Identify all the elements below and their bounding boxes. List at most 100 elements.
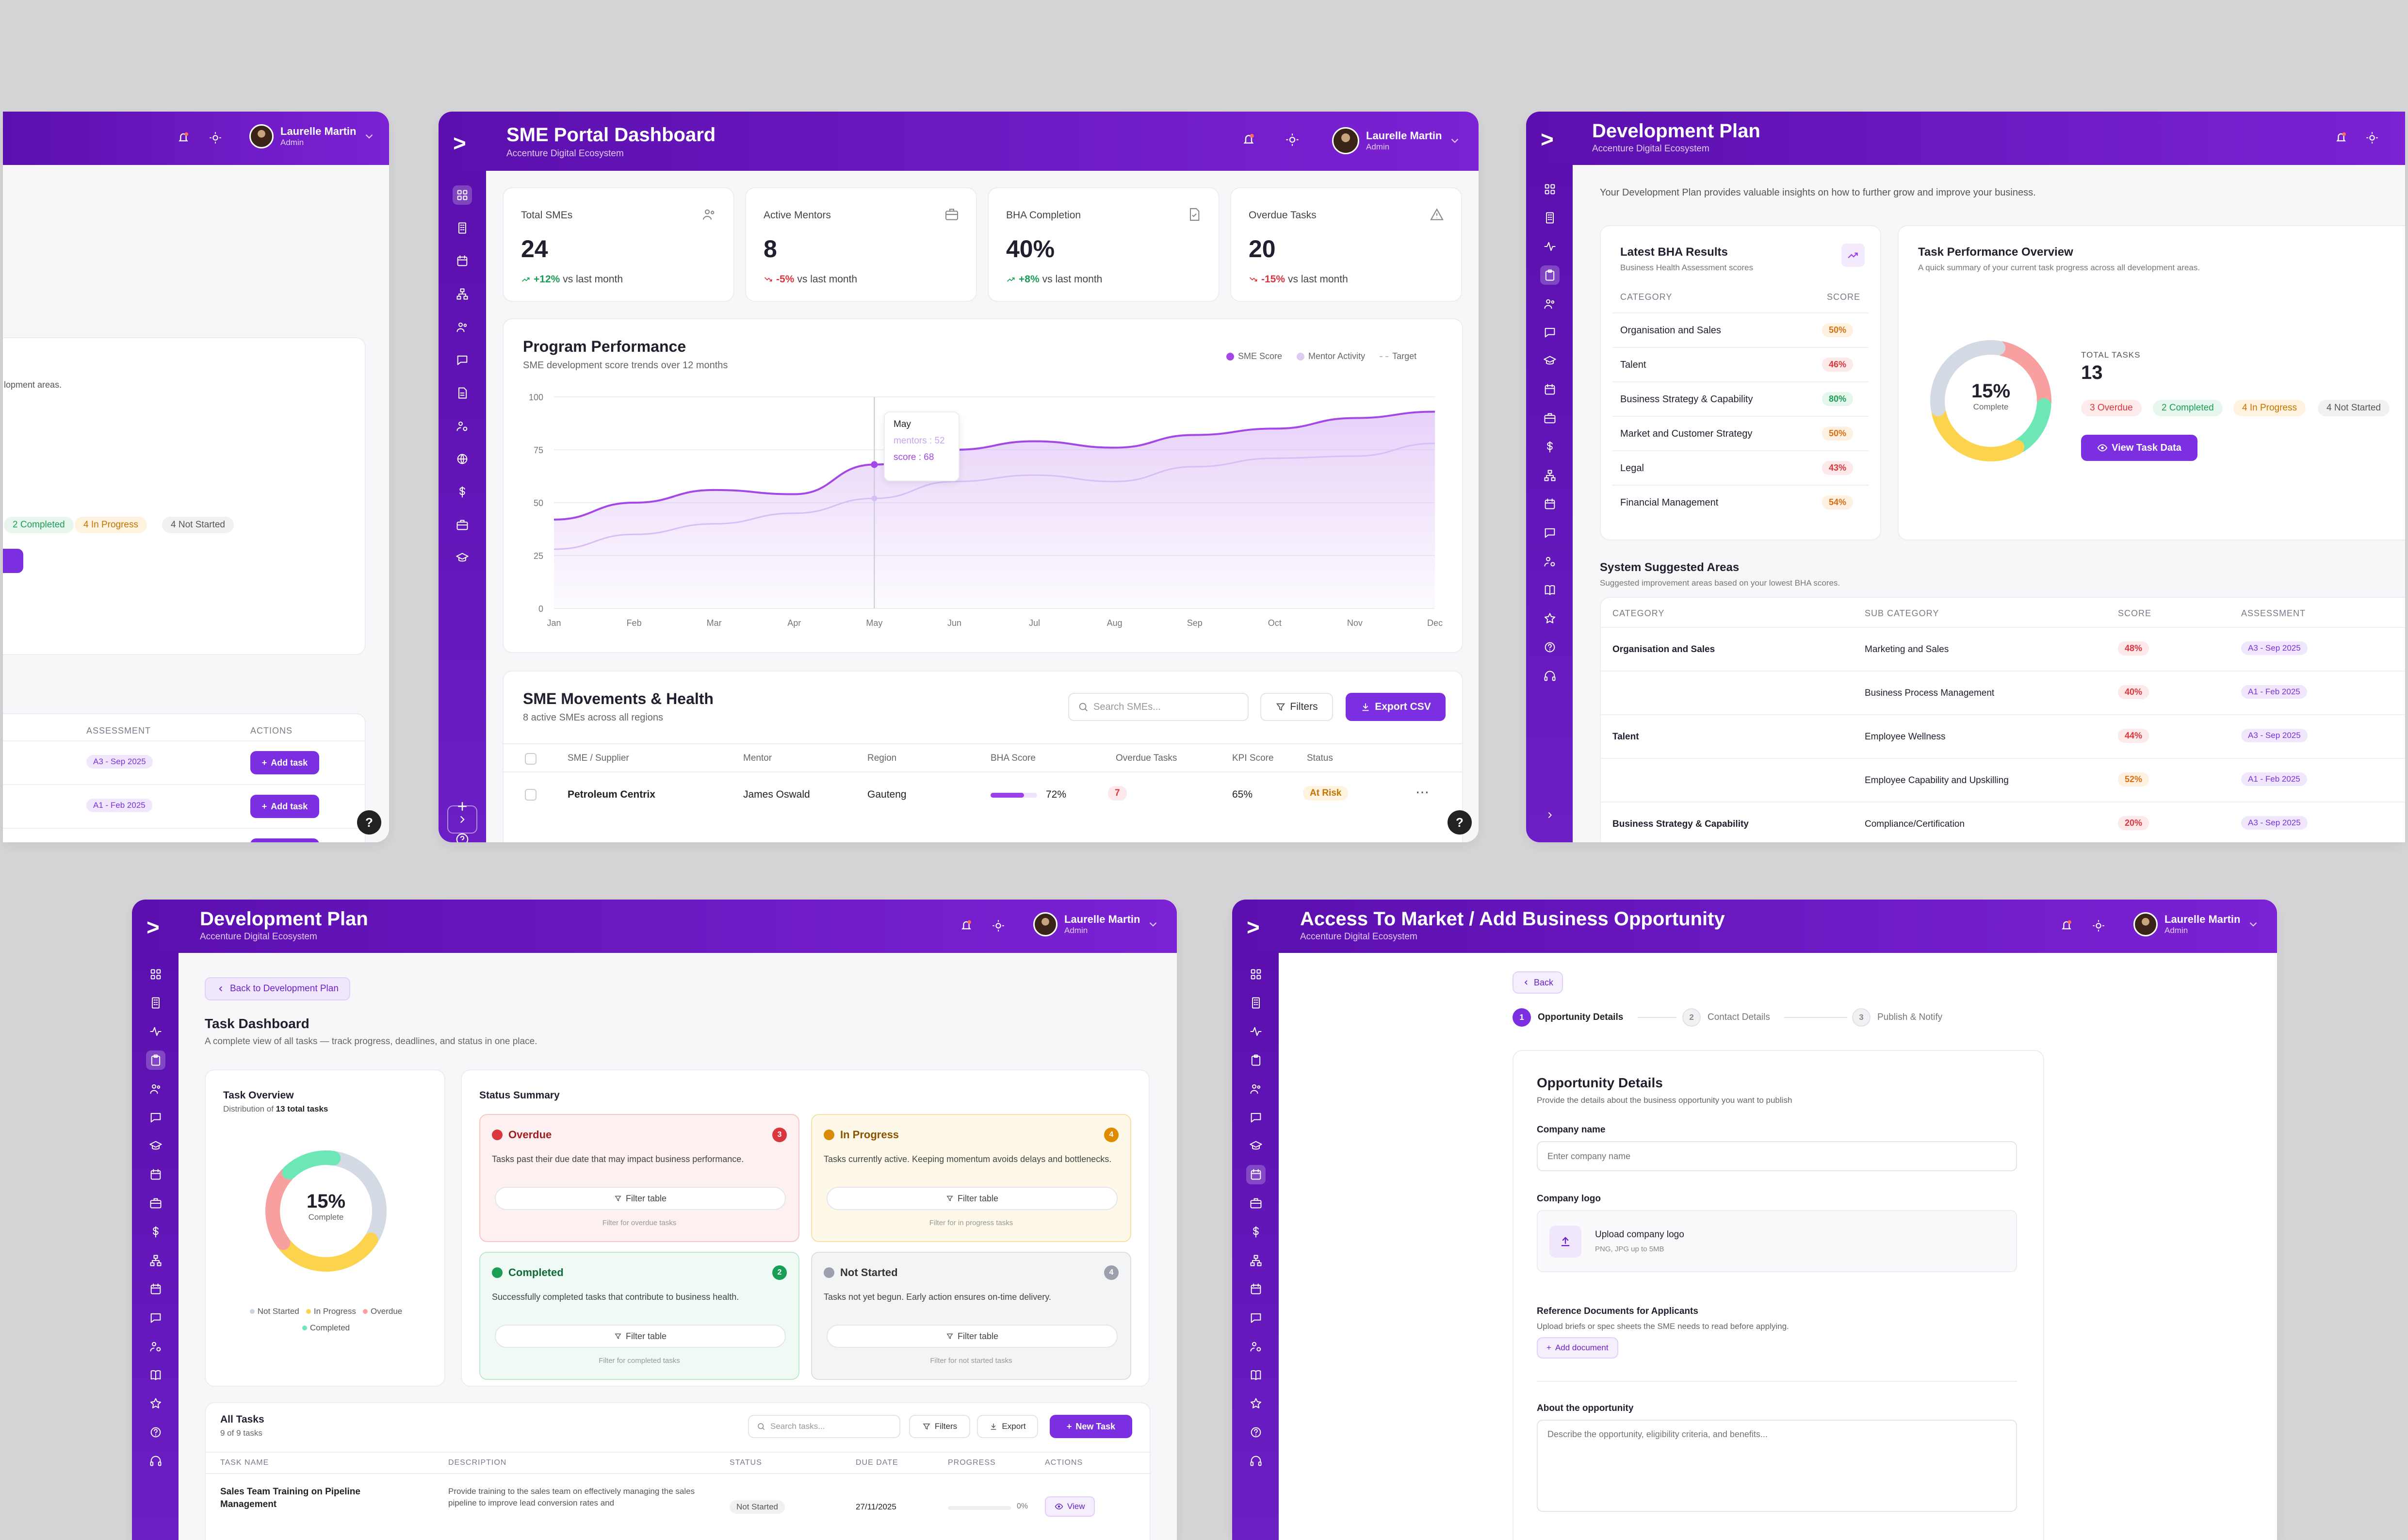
table-row[interactable]: Sales Team Training on Pipeline Manageme… xyxy=(206,1475,1150,1528)
sidebar-star-icon[interactable] xyxy=(1540,609,1560,628)
sidebar-document-icon[interactable] xyxy=(453,383,472,403)
sidebar-users-icon[interactable] xyxy=(453,317,472,337)
sidebar-dollar-icon[interactable] xyxy=(453,482,472,502)
sidebar-dashboard-icon[interactable] xyxy=(1540,180,1560,199)
sidebar-calendar-icon[interactable] xyxy=(1540,494,1560,514)
sidebar-star-icon[interactable] xyxy=(1246,1394,1266,1413)
sidebar-graduation-icon[interactable] xyxy=(1540,351,1560,371)
sidebar-building-icon[interactable] xyxy=(453,218,472,238)
about-opportunity-textarea[interactable] xyxy=(1537,1420,2017,1512)
add-task-button[interactable]: +Add task xyxy=(250,838,319,842)
filter-table-button[interactable]: Filter table xyxy=(827,1187,1118,1210)
sidebar-org-chart-icon[interactable] xyxy=(453,284,472,304)
user-menu[interactable]: Laurelle Martin Admin xyxy=(2133,912,2260,936)
sidebar-briefcase-icon[interactable] xyxy=(1246,1194,1266,1213)
filter-table-button[interactable]: Filter table xyxy=(495,1187,786,1210)
sidebar-org-chart-icon[interactable] xyxy=(146,1251,165,1270)
row-checkbox[interactable] xyxy=(525,789,537,801)
sidebar-help-icon[interactable] xyxy=(1246,1423,1266,1442)
sidebar-calendar-icon[interactable] xyxy=(146,1165,165,1184)
sidebar-headset-icon[interactable] xyxy=(146,1451,165,1471)
sidebar-clipboard-icon[interactable] xyxy=(1246,1050,1266,1070)
step-3[interactable]: 3 Publish & Notify xyxy=(1852,1008,1942,1027)
theme-toggle-icon[interactable] xyxy=(2089,916,2108,935)
sidebar-graduation-icon[interactable] xyxy=(146,1136,165,1156)
sidebar-globe-icon[interactable] xyxy=(453,449,472,469)
user-menu[interactable]: Laurelle Martin Admin xyxy=(1033,912,1159,936)
sidebar-dollar-icon[interactable] xyxy=(1540,437,1560,457)
theme-toggle-icon[interactable] xyxy=(2362,128,2382,147)
add-document-button[interactable]: + Add document xyxy=(1537,1337,1618,1359)
sidebar-graduation-icon[interactable] xyxy=(453,548,472,568)
sidebar-graduation-icon[interactable] xyxy=(1246,1136,1266,1156)
help-circle-icon[interactable] xyxy=(453,830,472,842)
view-task-data-button[interactable]: View Task Data xyxy=(2081,435,2197,461)
search-input[interactable]: Search tasks... xyxy=(748,1415,900,1438)
sidebar-chat-icon[interactable] xyxy=(1246,1108,1266,1127)
sidebar-org-chart-icon[interactable] xyxy=(1246,1251,1266,1270)
sidebar-headset-icon[interactable] xyxy=(1540,666,1560,686)
back-button[interactable]: Back xyxy=(1513,971,1563,994)
notification-bell-icon[interactable] xyxy=(2057,916,2076,935)
sidebar-building-icon[interactable] xyxy=(146,993,165,1013)
trend-icon[interactable] xyxy=(1841,244,1865,267)
sidebar-user-settings-icon[interactable] xyxy=(453,416,472,436)
sidebar-briefcase-icon[interactable] xyxy=(1540,409,1560,428)
sidebar-building-icon[interactable] xyxy=(1540,208,1560,228)
sidebar-clipboard-icon[interactable] xyxy=(1540,265,1560,285)
sidebar-calendar-icon[interactable] xyxy=(1246,1165,1266,1184)
sidebar-briefcase-icon[interactable] xyxy=(453,515,472,535)
user-menu[interactable]: Laurelle Martin Admin xyxy=(249,124,375,148)
sme-name[interactable]: Petroleum Centrix xyxy=(568,789,655,800)
company-name-input[interactable] xyxy=(1537,1141,2017,1171)
sidebar-star-icon[interactable] xyxy=(146,1394,165,1413)
theme-toggle-icon[interactable] xyxy=(989,916,1008,935)
back-button[interactable]: Back to Development Plan xyxy=(205,977,350,1000)
sidebar-chat-icon[interactable] xyxy=(146,1308,165,1327)
sidebar-user-settings-icon[interactable] xyxy=(146,1337,165,1356)
notification-bell-icon[interactable] xyxy=(1239,130,1258,149)
filters-button[interactable]: Filters xyxy=(909,1415,970,1438)
sidebar-calendar-icon[interactable] xyxy=(1540,380,1560,399)
search-input[interactable]: Search SMEs... xyxy=(1068,693,1249,721)
theme-toggle-icon[interactable] xyxy=(1283,130,1302,149)
sidebar-clipboard-icon[interactable] xyxy=(146,1050,165,1070)
filter-table-button[interactable]: Filter table xyxy=(827,1325,1118,1348)
sidebar-book-icon[interactable] xyxy=(146,1365,165,1385)
notification-bell-icon[interactable] xyxy=(957,916,976,935)
sidebar-dashboard-icon[interactable] xyxy=(453,185,472,205)
app-logo[interactable]: > xyxy=(146,915,160,940)
logo-upload-dropzone[interactable]: Upload company logo PNG, JPG up to 5MB xyxy=(1537,1210,2017,1272)
filters-button[interactable]: Filters xyxy=(1260,693,1333,721)
help-icon[interactable]: ? xyxy=(357,810,381,835)
sidebar-chat-icon[interactable] xyxy=(453,350,472,370)
help-icon[interactable]: ? xyxy=(1448,810,1472,835)
sidebar-chat-icon[interactable] xyxy=(1540,323,1560,342)
step-2[interactable]: 2 Contact Details xyxy=(1682,1008,1770,1027)
notification-bell-icon[interactable] xyxy=(2331,128,2351,147)
sidebar-chat-icon[interactable] xyxy=(1246,1308,1266,1327)
add-icon[interactable] xyxy=(453,797,472,816)
sidebar-activity-icon[interactable] xyxy=(1540,237,1560,256)
sidebar-book-icon[interactable] xyxy=(1540,580,1560,600)
sidebar-org-chart-icon[interactable] xyxy=(1540,466,1560,485)
sidebar-briefcase-icon[interactable] xyxy=(146,1194,165,1213)
add-task-button[interactable]: +Add task xyxy=(250,751,319,774)
sidebar-help-icon[interactable] xyxy=(1540,638,1560,657)
select-all-checkbox[interactable] xyxy=(525,753,537,765)
sidebar-users-icon[interactable] xyxy=(146,1079,165,1098)
sidebar-help-icon[interactable] xyxy=(146,1423,165,1442)
sidebar-calendar-icon[interactable] xyxy=(146,1279,165,1299)
notification-bell-icon[interactable] xyxy=(174,128,193,147)
app-logo[interactable]: > xyxy=(1247,915,1260,940)
sidebar-chat-icon[interactable] xyxy=(1540,523,1560,542)
add-task-button[interactable]: +Add task xyxy=(250,795,319,818)
view-button[interactable]: View xyxy=(1045,1496,1095,1517)
app-logo[interactable]: > xyxy=(1541,127,1554,152)
sidebar-user-settings-icon[interactable] xyxy=(1540,552,1560,571)
new-task-button[interactable]: + New Task xyxy=(1050,1415,1132,1438)
export-csv-button[interactable]: Export CSV xyxy=(1346,693,1446,721)
user-menu[interactable]: Laurelle Martin Admin xyxy=(1332,127,1461,154)
view-task-data-button[interactable] xyxy=(3,549,23,573)
sidebar-activity-icon[interactable] xyxy=(1246,1022,1266,1041)
